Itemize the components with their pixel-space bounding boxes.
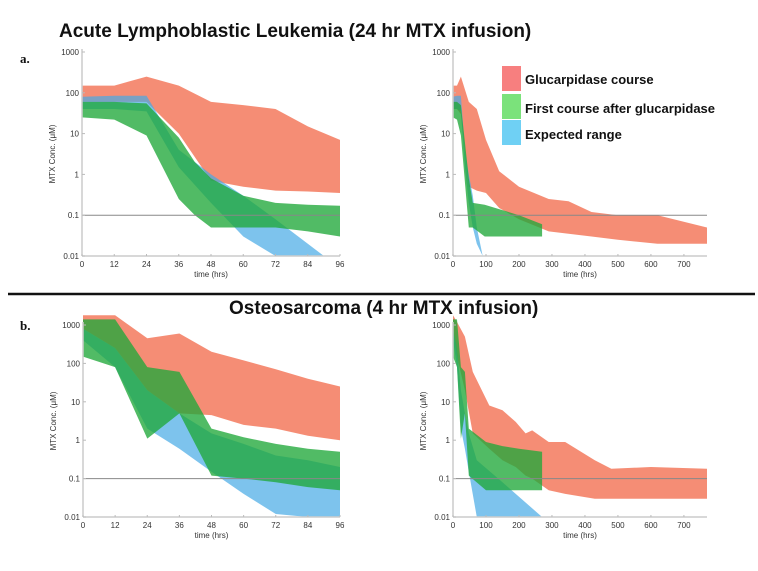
- area-glucarpidase-course: [82, 76, 340, 193]
- x-tick-label: 24: [143, 521, 152, 530]
- x-tick-label: 72: [271, 260, 280, 269]
- y-tick-label: 0.01: [63, 252, 79, 261]
- x-tick-label: 84: [303, 260, 312, 269]
- y-tick-label: 1000: [62, 321, 80, 330]
- y-axis-label: MTX Conc. (μM): [49, 391, 58, 450]
- x-tick-label: 600: [644, 260, 658, 269]
- x-tick-label: 200: [512, 260, 526, 269]
- area-glucarpidase-course: [453, 76, 707, 244]
- x-tick-label: 300: [545, 260, 559, 269]
- x-tick-label: 700: [677, 260, 691, 269]
- x-tick-label: 300: [545, 521, 559, 530]
- x-tick-label: 0: [451, 521, 456, 530]
- x-tick-label: 400: [578, 260, 592, 269]
- x-tick-label: 96: [336, 260, 345, 269]
- legend: Glucarpidase course First course after g…: [502, 66, 715, 145]
- legend-swatch-glucarpidase: [502, 66, 521, 91]
- y-tick-label: 0.01: [434, 252, 450, 261]
- plot-a-right: 0.01 0.1 1 10 100 1000 0 100 200 300 400 500 600 700 t…: [419, 48, 707, 279]
- y-tick-label: 1: [75, 170, 80, 179]
- y-tick-label: 10: [71, 398, 80, 407]
- x-tick-label: 24: [142, 260, 151, 269]
- x-tick-label: 60: [239, 521, 248, 530]
- x-tick-label: 100: [479, 521, 493, 530]
- y-axis-label: MTX Conc. (μM): [419, 391, 428, 450]
- y-tick-label: 0.01: [434, 513, 450, 522]
- y-tick-label: 0.1: [69, 475, 81, 484]
- area-first-course-after-glucarpidase: [82, 101, 340, 237]
- x-tick-label: 600: [644, 521, 658, 530]
- x-tick-label: 0: [80, 260, 85, 269]
- plot-b-left: 0.01 0.1 1 10 100 1000 0 12 24 36 48 60 72 84 96 time (…: [49, 315, 345, 540]
- y-tick-label: 1: [446, 436, 451, 445]
- x-axis-label: time (hrs): [563, 531, 597, 540]
- x-tick-label: 400: [578, 521, 592, 530]
- legend-swatch-first-course: [502, 94, 521, 119]
- legend-label-glucarpidase: Glucarpidase course: [525, 72, 654, 87]
- y-tick-label: 1: [446, 170, 451, 179]
- x-tick-label: 12: [110, 260, 119, 269]
- x-tick-label: 0: [451, 260, 456, 269]
- y-tick-label: 10: [70, 130, 79, 139]
- x-tick-label: 500: [611, 260, 625, 269]
- panel-b-label: b.: [20, 318, 30, 333]
- y-tick-label: 10: [441, 130, 450, 139]
- x-tick-label: 700: [677, 521, 691, 530]
- y-axis-label: MTX Conc. (μM): [48, 124, 57, 183]
- y-tick-label: 1: [76, 436, 81, 445]
- area-first-course-after-glucarpidase: [83, 319, 340, 491]
- area-glucarpidase-course: [83, 315, 340, 441]
- plot-a-left: 0.01 0.1 1 10 100 1000 0 12 24 36 48 60 72 84 96 time (…: [48, 48, 345, 279]
- y-tick-label: 100: [437, 89, 451, 98]
- x-tick-label: 0: [81, 521, 86, 530]
- y-tick-label: 100: [66, 89, 80, 98]
- area-first-course-after-glucarpidase: [453, 319, 543, 491]
- y-tick-label: 0.1: [439, 475, 451, 484]
- x-tick-label: 48: [207, 260, 216, 269]
- x-axis-label: time (hrs): [563, 270, 597, 279]
- x-tick-label: 12: [111, 521, 120, 530]
- panel-a-title: Acute Lymphoblastic Leukemia (24 hr MTX …: [59, 21, 531, 42]
- plot-b-right: 0.01 0.1 1 10 100 1000 0 100 200 300 400 500 600 700 t…: [419, 315, 707, 540]
- legend-label-expected: Expected range: [525, 127, 622, 142]
- y-axis-label: MTX Conc. (μM): [419, 124, 428, 183]
- x-tick-label: 48: [207, 521, 216, 530]
- legend-label-first-course: First course after glucarpidase: [525, 101, 715, 116]
- y-tick-label: 0.01: [64, 513, 80, 522]
- x-tick-label: 500: [611, 521, 625, 530]
- y-tick-label: 1000: [432, 48, 450, 57]
- x-tick-label: 100: [479, 260, 493, 269]
- y-tick-label: 100: [437, 359, 451, 368]
- y-tick-label: 100: [67, 359, 81, 368]
- y-tick-label: 1000: [432, 321, 450, 330]
- panel-b-title: Osteosarcoma (4 hr MTX infusion): [229, 298, 538, 319]
- x-axis-label: time (hrs): [195, 531, 229, 540]
- x-tick-label: 36: [175, 521, 184, 530]
- y-tick-label: 1000: [61, 48, 79, 57]
- x-tick-label: 36: [174, 260, 183, 269]
- y-tick-label: 0.1: [439, 211, 451, 220]
- x-tick-label: 84: [303, 521, 312, 530]
- area-first-course-after-glucarpidase: [453, 101, 543, 237]
- x-axis-label: time (hrs): [194, 270, 228, 279]
- x-tick-label: 72: [271, 521, 280, 530]
- x-tick-label: 60: [239, 260, 248, 269]
- y-tick-label: 10: [441, 398, 450, 407]
- y-tick-label: 0.1: [68, 211, 80, 220]
- panel-a-label: a.: [20, 51, 30, 66]
- legend-swatch-expected: [502, 120, 521, 145]
- x-tick-label: 96: [336, 521, 345, 530]
- x-tick-label: 200: [512, 521, 526, 530]
